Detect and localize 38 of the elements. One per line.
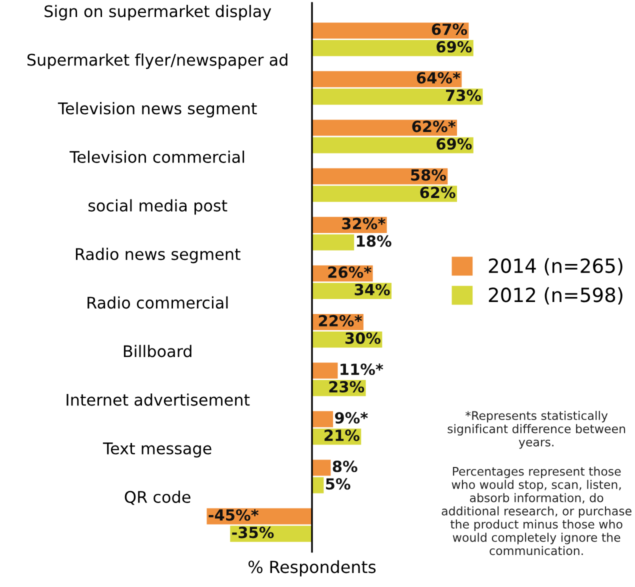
y-tick-label: Text message xyxy=(102,442,212,458)
y-tick-label: Billboard xyxy=(124,344,192,358)
data-label: 69% xyxy=(436,40,472,53)
data-label: 30% xyxy=(345,332,381,344)
data-label: 21% xyxy=(324,430,360,442)
legend-label: 2012 (n=598) xyxy=(488,287,622,305)
x-axis-title: % Respondents xyxy=(248,560,376,576)
data-label: 62%* xyxy=(412,120,456,132)
data-label: 67% xyxy=(432,23,468,36)
data-label: 11%* xyxy=(340,363,384,376)
data-label: 5% xyxy=(326,478,350,490)
data-label: 18% xyxy=(356,235,392,247)
data-label: -35% xyxy=(232,526,274,538)
data-label: 58% xyxy=(411,169,446,181)
y-tick-label: Supermarket flyer/newspaper ad xyxy=(27,53,288,69)
data-label: -45%* xyxy=(208,509,259,521)
y-tick-label: Television news segment xyxy=(58,102,257,118)
data-label: 23% xyxy=(329,380,364,393)
data-label: 62% xyxy=(420,186,456,198)
y-tick-label: Radio news segment xyxy=(76,248,240,264)
data-label: 34% xyxy=(354,284,390,296)
annotation: *Represents statistically significant difference between years. xyxy=(448,410,626,449)
data-label: 64%* xyxy=(416,72,460,84)
legend-label: 2014 (n=265) xyxy=(488,258,622,276)
data-label: 26%* xyxy=(328,266,372,278)
y-tick-label: Radio commercial xyxy=(88,296,228,309)
y-tick-label: Sign on supermarket display xyxy=(44,4,272,20)
y-tick-label: Television commercial xyxy=(70,150,244,163)
data-label: 8% xyxy=(332,460,358,472)
data-label: 73% xyxy=(446,90,482,102)
y-tick-label: Internet advertisement xyxy=(66,393,250,406)
data-label: 32%* xyxy=(342,218,386,230)
data-label: 69% xyxy=(436,138,472,150)
y-tick-label: QR code xyxy=(124,490,190,505)
data-label: 22%* xyxy=(318,314,362,326)
annotation: Percentages represent those who would stop, scan, listen, absorb information, do additional research, or purchase the product minus those who would completely ignore the communication. xyxy=(442,466,632,556)
y-tick-label: social media post xyxy=(88,199,228,215)
data-label: 9%* xyxy=(335,412,368,424)
